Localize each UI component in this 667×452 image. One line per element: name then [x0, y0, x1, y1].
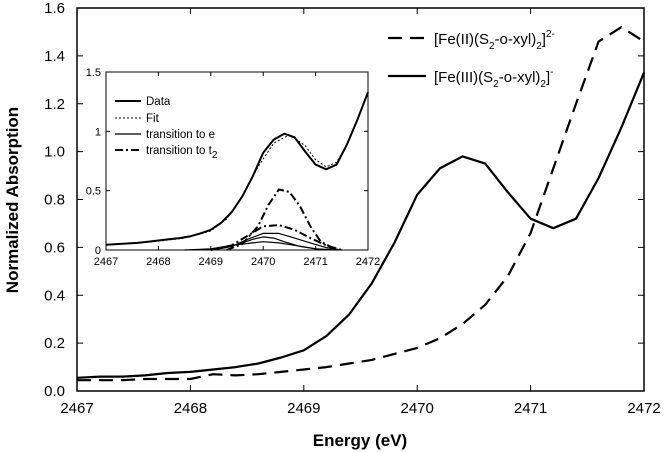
main-y-tick-label: 1.0 — [44, 144, 65, 161]
inset-legend-fit: Fit — [146, 113, 160, 125]
legend-fe2-main: [Fe(II)(S — [434, 31, 489, 48]
main-legend: [Fe(II)(S2-o-xyl)2]2- [Fe(III)(S2-o-xyl)… — [388, 29, 555, 90]
legend-fe2-sup: 2- — [546, 29, 555, 40]
inset-y-tick-label: 1 — [95, 126, 101, 138]
inset-series-6 — [184, 241, 337, 251]
main-y-tick-label: 1.2 — [44, 96, 65, 113]
inset-legend-data: Data — [146, 96, 171, 108]
inset-x-tick-label: 2468 — [146, 256, 170, 268]
legend-fe2-end: ] — [542, 31, 546, 48]
legend-fe2-sub2: 2 — [536, 41, 542, 52]
main-series-0 — [77, 26, 645, 382]
main-x-tick-label: 2468 — [174, 400, 207, 417]
y-axis-title: Normalized Absorption — [3, 107, 22, 293]
inset-series-4 — [210, 224, 343, 251]
inset-legend-t2-sub: 2 — [212, 150, 218, 161]
inset-legend: Data Fit transition to e transition to t… — [115, 96, 218, 161]
legend-fe2-mid: -o-xyl) — [495, 31, 537, 48]
legend-label-fe2: [Fe(II)(S2-o-xyl)2]2- — [434, 29, 555, 52]
inset-ticks — [105, 71, 369, 251]
x-axis-title: Energy (eV) — [313, 431, 407, 450]
legend-fe3-end: ] — [546, 69, 550, 86]
inset-x-tick-label: 2472 — [356, 256, 380, 268]
inset-series-3 — [226, 188, 338, 251]
inset-x-tick-label: 2471 — [303, 256, 327, 268]
inset-legend-t2-main: transition to t — [146, 145, 213, 157]
inset-legend-e: transition to e — [146, 129, 215, 141]
inset-y-tick-label: 0 — [95, 245, 101, 257]
main-x-tick-label: 2472 — [627, 400, 660, 417]
inset-x-tick-label: 2469 — [199, 256, 223, 268]
legend-fe3-sup: - — [550, 67, 553, 78]
main-series-group — [76, 26, 646, 382]
inset-series-1 — [105, 92, 369, 246]
inset-series-5 — [210, 232, 342, 251]
main-y-tick-label: 0.2 — [44, 335, 65, 352]
legend-fe3-main: [Fe(III)(S — [434, 69, 493, 86]
main-x-tick-label: 2470 — [401, 400, 434, 417]
legend-fe2-sub1: 2 — [489, 41, 495, 52]
inset-y-tick-label: 0.5 — [86, 186, 101, 198]
inset-background — [106, 72, 368, 250]
main-tick-labels: 2467 2468 2469 2470 2471 2472 0.0 0.2 0.4 0.6 0.8 1… — [44, 0, 661, 417]
main-y-tick-label: 1.6 — [44, 0, 65, 17]
inset-plot-frame — [105, 71, 369, 251]
inset-series-group — [105, 91, 369, 251]
inset-legend-t2: transition to t2 — [146, 145, 218, 161]
main-x-tick-label: 2471 — [514, 400, 547, 417]
main-y-tick-label: 0.8 — [44, 192, 65, 209]
inset-x-tick-label: 2470 — [251, 256, 275, 268]
main-series-1 — [76, 72, 646, 379]
legend-fe3-mid: -o-xyl) — [499, 69, 541, 86]
legend-fe3-sub1: 2 — [493, 79, 499, 90]
main-y-tick-label: 0.4 — [44, 287, 65, 304]
inset-tick-labels: 2467 2468 2469 2470 2471 2472 0 0.5 1 1.5 — [86, 67, 381, 268]
main-y-tick-label: 0.6 — [44, 239, 65, 256]
legend-fe3-sub2: 2 — [540, 79, 546, 90]
main-ticks — [76, 7, 645, 392]
main-y-tick-label: 0.0 — [44, 383, 65, 400]
main-y-tick-label: 1.4 — [44, 48, 65, 65]
main-x-tick-label: 2469 — [287, 400, 320, 417]
inset-x-tick-label: 2467 — [94, 256, 118, 268]
legend-label-fe3: [Fe(III)(S2-o-xyl)2]- — [434, 67, 553, 90]
inset-series-0 — [105, 91, 369, 246]
main-x-tick-label: 2467 — [60, 400, 93, 417]
inset-y-tick-label: 1.5 — [86, 67, 101, 79]
